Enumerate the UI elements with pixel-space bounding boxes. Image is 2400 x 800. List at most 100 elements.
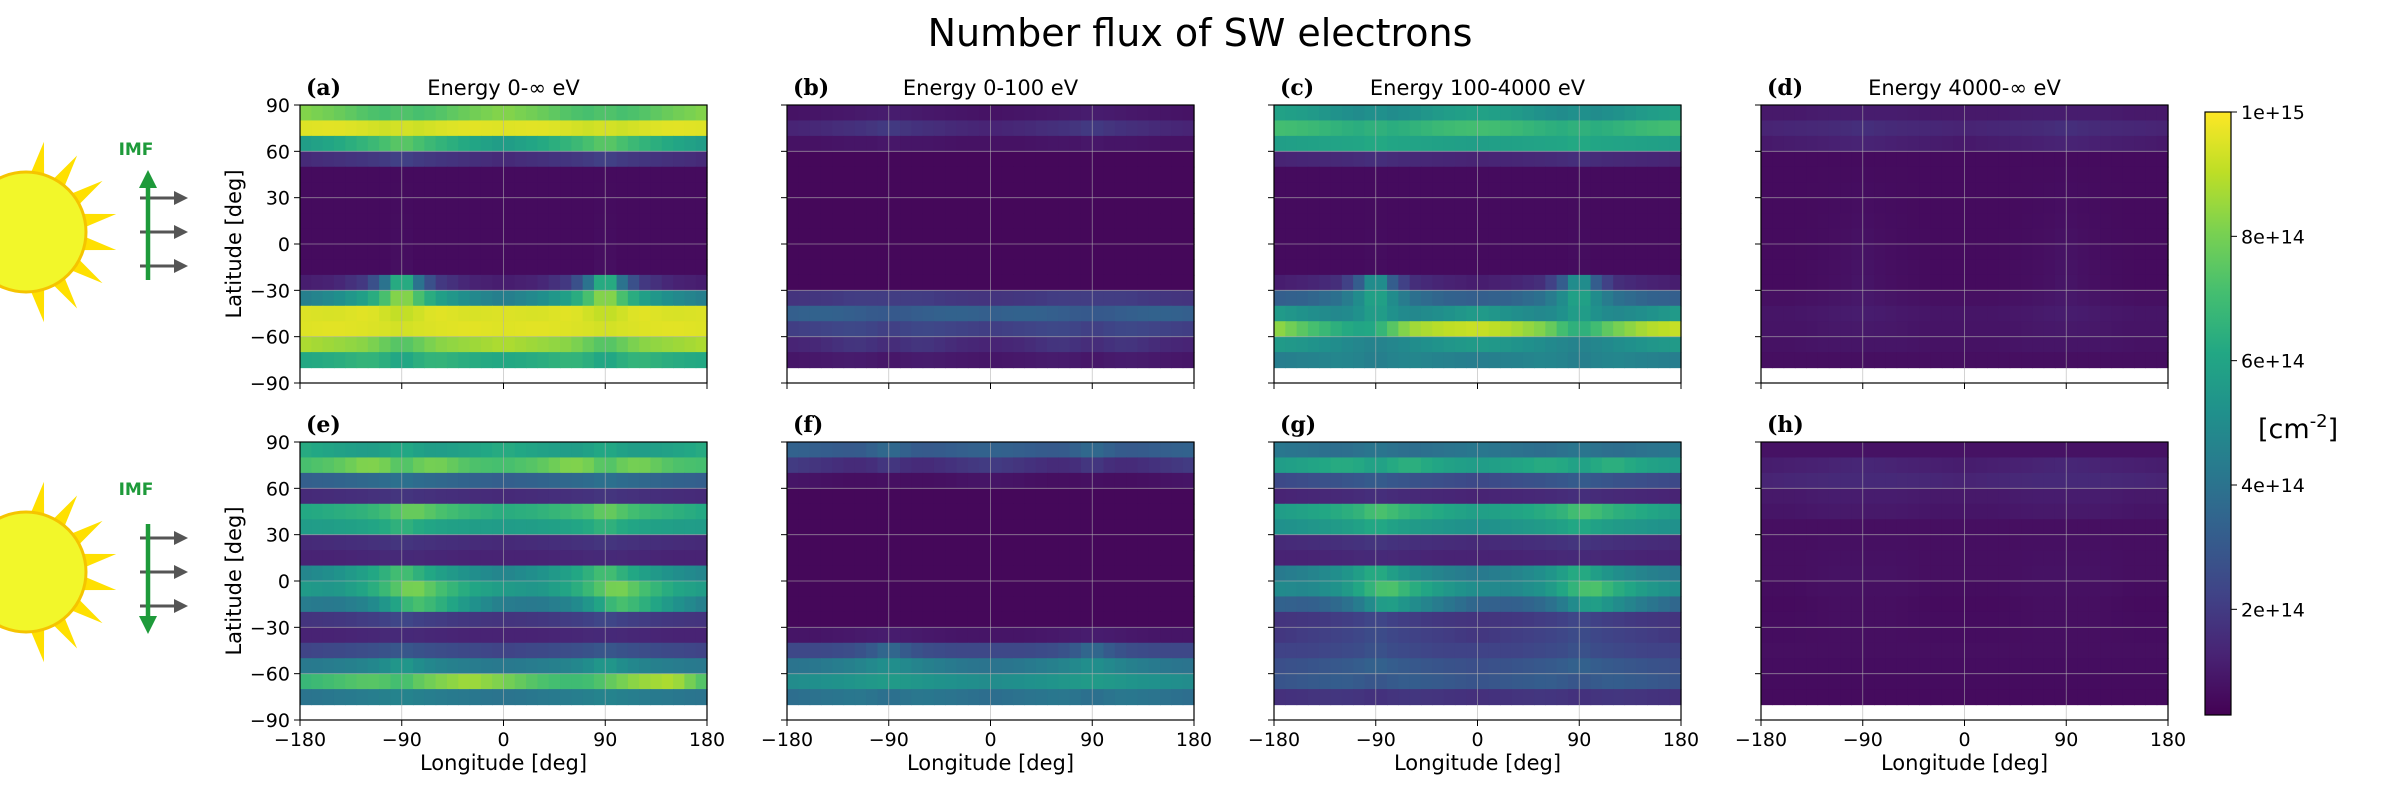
heatmap-cell <box>1567 488 1580 505</box>
heatmap-cell <box>537 105 550 122</box>
heatmap-cell <box>1964 120 1977 137</box>
heatmap-cell <box>1658 488 1671 505</box>
heatmap-cell <box>503 305 516 322</box>
heatmap-cell <box>1148 244 1161 261</box>
heatmap-cell <box>424 658 437 675</box>
heatmap-cell <box>684 689 697 706</box>
heatmap-cell <box>1137 581 1150 598</box>
heatmap-cell <box>843 105 856 122</box>
heatmap-cell <box>1647 244 1659 261</box>
heatmap-cell <box>514 228 527 245</box>
heatmap-cell <box>300 442 312 459</box>
heatmap-cell <box>1171 611 1184 628</box>
heatmap-cell <box>639 519 652 536</box>
heatmap-cell <box>1114 519 1127 536</box>
heatmap-cell <box>1862 457 1875 474</box>
heatmap-cell <box>492 596 505 613</box>
heatmap-cell <box>492 472 505 489</box>
heatmap-cell <box>695 166 708 183</box>
heatmap-cell <box>673 596 685 613</box>
heatmap-cell <box>2100 244 2113 261</box>
heatmap-cell <box>1590 321 1603 338</box>
heatmap-cell <box>1669 673 1682 690</box>
heatmap-cell <box>401 642 414 659</box>
heatmap-cell <box>1862 274 1875 291</box>
heatmap-cell <box>627 596 640 613</box>
heatmap-cell <box>1330 472 1343 489</box>
heatmap-cell <box>1896 135 1909 152</box>
heatmap-cell <box>877 290 890 307</box>
heatmap-cell <box>945 259 958 276</box>
heatmap-cell <box>1851 565 1864 582</box>
heatmap-cell <box>1454 105 1467 122</box>
heatmap-cell <box>1137 442 1150 459</box>
heatmap-cell <box>1330 658 1343 675</box>
heatmap-cell <box>1148 627 1161 644</box>
heatmap-cell <box>1851 166 1864 183</box>
heatmap-cell <box>1953 488 1966 505</box>
heatmap-cell <box>798 120 811 137</box>
heatmap-cell <box>2021 565 2033 582</box>
heatmap-cell <box>1964 166 1977 183</box>
heatmap-cell <box>979 550 992 567</box>
heatmap-cell <box>1353 259 1366 276</box>
heatmap-cell <box>1398 642 1411 659</box>
heatmap-cell <box>537 457 550 474</box>
heatmap-cell <box>446 105 459 122</box>
heatmap-cell <box>1398 105 1411 122</box>
heatmap-cell <box>367 259 380 276</box>
heatmap-cell <box>424 442 437 459</box>
heatmap-cell <box>514 611 527 628</box>
heatmap-cell <box>673 228 685 245</box>
heatmap-cell <box>1296 135 1309 152</box>
heatmap-cell <box>446 274 459 291</box>
heatmap-cell <box>390 290 403 307</box>
heatmap-cell <box>832 565 845 582</box>
heatmap-cell <box>1500 442 1513 459</box>
heatmap-cell <box>2021 290 2033 307</box>
heatmap-cell <box>843 488 856 505</box>
heatmap-cell <box>1069 244 1082 261</box>
heatmap-cell <box>684 611 697 628</box>
heatmap-cell <box>1930 321 1943 338</box>
heatmap-cell <box>571 658 584 675</box>
heatmap-cell <box>537 689 550 706</box>
heatmap-cell <box>832 472 845 489</box>
heatmap-cell <box>922 642 935 659</box>
heatmap-cell <box>1466 120 1479 137</box>
heatmap-cell <box>1001 274 1014 291</box>
y-tick-label: −60 <box>250 664 290 686</box>
heatmap-cell <box>2043 228 2056 245</box>
heatmap-cell <box>990 151 1003 168</box>
heatmap-cell <box>787 135 799 152</box>
heatmap-cell <box>1420 472 1433 489</box>
heatmap-cell <box>639 534 652 551</box>
heatmap-cell <box>673 120 685 137</box>
heatmap-cell <box>1500 673 1513 690</box>
heatmap-cell <box>311 611 324 628</box>
heatmap-cell <box>900 182 912 199</box>
heatmap-cell <box>990 472 1003 489</box>
heatmap-cell <box>1511 213 1524 230</box>
heatmap-cell <box>1001 565 1014 582</box>
heatmap-cell <box>1930 213 1943 230</box>
heatmap-cell <box>922 689 935 706</box>
heatmap-cell <box>1862 565 1875 582</box>
heatmap-cell <box>413 135 425 152</box>
heatmap-cell <box>1285 228 1298 245</box>
heatmap-cell <box>1658 627 1671 644</box>
heatmap-cell <box>1375 182 1388 199</box>
heatmap-cell <box>1364 565 1377 582</box>
heatmap-cell <box>1114 550 1127 567</box>
heatmap-cell <box>300 642 312 659</box>
heatmap-cell <box>1783 321 1796 338</box>
heatmap-cell <box>1840 259 1853 276</box>
heatmap-cell <box>945 673 958 690</box>
heatmap-cell <box>1885 305 1898 322</box>
heatmap-cell <box>1624 305 1637 322</box>
heatmap-cell <box>560 151 572 168</box>
heatmap-cell <box>492 503 505 520</box>
heatmap-cell <box>1761 611 1773 628</box>
heatmap-cell <box>1420 596 1433 613</box>
heatmap-cell <box>2077 519 2090 536</box>
